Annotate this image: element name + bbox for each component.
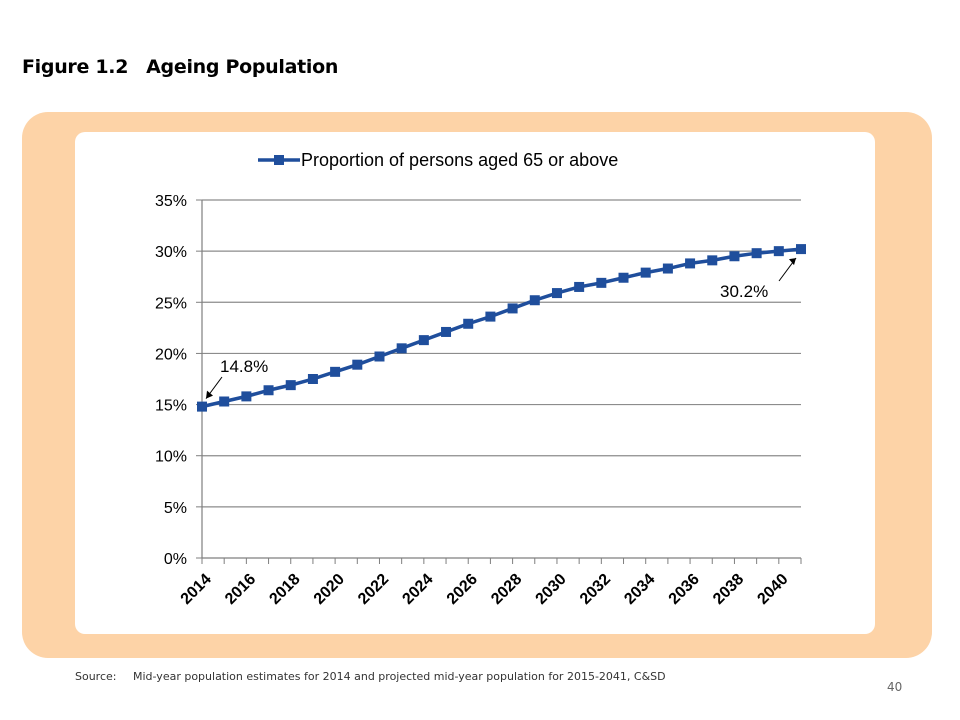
data-point xyxy=(441,326,452,337)
data-point xyxy=(796,244,806,255)
data-point xyxy=(241,391,252,402)
data-point xyxy=(574,281,585,292)
y-tick-label: 20% xyxy=(155,346,187,363)
data-point xyxy=(418,335,429,346)
x-tick-label: 2024 xyxy=(399,571,436,608)
data-point xyxy=(307,374,318,384)
y-tick-label: 30% xyxy=(155,244,187,261)
data-point xyxy=(551,288,562,299)
data-point xyxy=(463,318,474,329)
data-point xyxy=(374,351,385,362)
data-point xyxy=(352,359,363,370)
data-point xyxy=(596,277,607,288)
x-tick-label: 2038 xyxy=(710,571,747,608)
x-tick-label: 2026 xyxy=(444,571,481,608)
x-tick-label: 2036 xyxy=(666,571,703,608)
data-point xyxy=(640,267,651,278)
figure-title: Figure 1.2 Ageing Population xyxy=(22,56,338,78)
data-point xyxy=(685,258,696,269)
figure-title-text: Ageing Population xyxy=(146,56,339,78)
x-tick-label: 2016 xyxy=(222,571,259,608)
data-point xyxy=(707,255,718,266)
y-tick-label: 5% xyxy=(164,500,187,517)
data-point xyxy=(263,385,274,396)
data-point xyxy=(662,263,673,274)
data-point xyxy=(219,396,230,407)
annotation-label: 30.2% xyxy=(720,282,768,301)
data-point xyxy=(396,343,407,354)
legend-marker xyxy=(274,155,284,165)
source-label: Source: xyxy=(75,670,117,683)
data-point xyxy=(285,380,296,391)
data-point xyxy=(773,246,784,257)
y-tick-label: 25% xyxy=(155,295,187,312)
chart-panel xyxy=(75,132,875,634)
x-tick-label: 2022 xyxy=(355,571,392,608)
source-note: Source: Mid-year population estimates for… xyxy=(75,670,666,683)
legend-label: Proportion of persons aged 65 or above xyxy=(301,150,618,170)
annotation-arrowhead xyxy=(206,390,213,399)
data-point xyxy=(507,303,518,314)
x-tick-label: 2030 xyxy=(533,571,570,608)
annotation-label: 14.8% xyxy=(220,357,268,376)
series-line xyxy=(201,247,802,409)
data-point xyxy=(751,248,762,259)
x-tick-label: 2014 xyxy=(178,571,215,608)
figure-number: Figure 1.2 xyxy=(22,56,129,78)
page-number: 40 xyxy=(887,680,903,694)
annotation-arrowhead xyxy=(789,258,796,266)
data-point xyxy=(197,401,207,412)
y-tick-label: 0% xyxy=(164,551,187,568)
x-tick-label: 2020 xyxy=(311,571,348,608)
source-text: Mid-year population estimates for 2014 a… xyxy=(133,670,666,683)
x-tick-label: 2040 xyxy=(754,571,791,608)
x-tick-label: 2034 xyxy=(621,571,658,608)
y-tick-label: 15% xyxy=(155,398,187,415)
data-point xyxy=(729,251,740,262)
y-tick-label: 35% xyxy=(155,193,187,210)
x-tick-label: 2018 xyxy=(266,571,303,608)
data-point xyxy=(529,295,540,306)
data-point xyxy=(330,366,341,377)
y-tick-label: 10% xyxy=(155,449,187,466)
x-tick-label: 2032 xyxy=(577,571,614,608)
data-point xyxy=(485,311,496,322)
data-point xyxy=(618,272,629,283)
x-tick-label: 2028 xyxy=(488,571,525,608)
